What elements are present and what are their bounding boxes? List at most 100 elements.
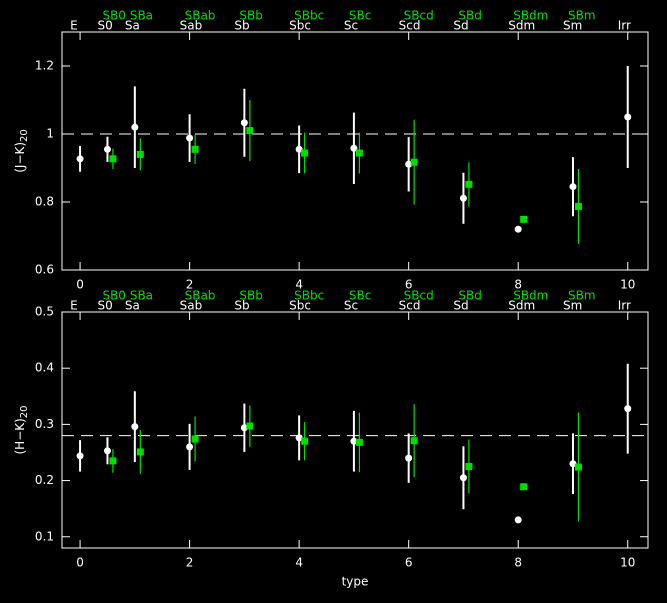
point: [350, 437, 358, 445]
barred-type-label: SB0: [102, 9, 125, 23]
x-tick-label: 2: [186, 556, 194, 570]
y-tick-label: 0.3: [35, 417, 54, 431]
type-label: S0: [97, 299, 112, 313]
type-label: Scd: [399, 299, 421, 313]
barred-type-label: SBbc: [294, 9, 324, 23]
point: [405, 454, 413, 462]
barred-type-label: SBm: [568, 9, 596, 23]
x-tick-label: 8: [514, 556, 522, 570]
type-label: E: [70, 299, 78, 313]
point: [465, 180, 473, 188]
point: [514, 516, 522, 524]
y-tick-label: 1.2: [35, 59, 54, 73]
y-axis-label: (H−K)20: [13, 405, 31, 454]
type-label: Sc: [344, 299, 358, 313]
point: [246, 422, 254, 430]
barred-type-label: SBdm: [513, 289, 548, 303]
type-label: E: [70, 19, 78, 33]
x-tick-label: 0: [76, 556, 84, 570]
x-tick-label: 4: [295, 278, 303, 292]
point: [410, 158, 418, 166]
point: [103, 145, 111, 153]
point: [240, 119, 248, 127]
y-tick-label: 0.2: [35, 473, 54, 487]
type-label: Sm: [563, 19, 582, 33]
point: [624, 113, 632, 121]
barred-type-label: SBd: [458, 9, 481, 23]
type-label: Sd: [453, 19, 468, 33]
point: [514, 225, 522, 233]
type-label: Sb: [234, 19, 249, 33]
x-axis-label: type: [342, 575, 369, 589]
point: [109, 457, 117, 465]
y-axis-label-main: (H−K): [13, 418, 27, 454]
point: [136, 150, 144, 158]
point: [405, 160, 413, 168]
point: [301, 437, 309, 445]
y-axis-label-main: (J−K): [13, 142, 27, 173]
y-axis-label-sub: 20: [19, 405, 30, 418]
x-tick-label: 10: [620, 556, 635, 570]
barred-type-label: SBab: [185, 289, 216, 303]
point: [520, 483, 528, 491]
barred-type-label: SBd: [458, 289, 481, 303]
type-label: Scd: [399, 19, 421, 33]
x-tick-label: 10: [620, 278, 635, 292]
y-tick-label: 0.5: [35, 305, 54, 319]
point: [574, 202, 582, 210]
x-tick-label: 4: [295, 556, 303, 570]
x-tick-label: 6: [405, 556, 413, 570]
point: [295, 145, 303, 153]
y-tick-label: 0.6: [35, 263, 54, 277]
y-tick-label: 0.1: [35, 529, 54, 543]
point: [191, 435, 199, 443]
point: [109, 155, 117, 163]
x-tick-label: 6: [405, 278, 413, 292]
barred-type-label: SBm: [568, 289, 596, 303]
barred-type-label: SBbc: [294, 289, 324, 303]
type-label: Sm: [563, 299, 582, 313]
point: [295, 434, 303, 442]
plot-frame: [61, 311, 649, 549]
type-label: Sb: [234, 299, 249, 313]
point: [355, 149, 363, 157]
point: [76, 452, 84, 460]
point: [624, 405, 632, 413]
barred-type-label: SBcd: [404, 9, 434, 23]
barred-type-label: SBc: [349, 289, 371, 303]
type-label: Sbc: [289, 19, 311, 33]
type-label: S0: [97, 19, 112, 33]
type-label: Sd: [453, 299, 468, 313]
point: [240, 424, 248, 432]
type-label: Irr: [618, 299, 631, 313]
barred-type-label: SB0: [102, 289, 125, 303]
point: [569, 460, 577, 468]
point: [569, 183, 577, 191]
type-label: Sc: [344, 19, 358, 33]
point: [136, 448, 144, 456]
type-label: Sbc: [289, 299, 311, 313]
x-tick-label: 0: [76, 278, 84, 292]
point: [459, 474, 467, 482]
y-axis-label-sub: 20: [19, 129, 30, 142]
type-label: Sa: [125, 19, 140, 33]
point: [76, 155, 84, 163]
type-label: Irr: [618, 19, 631, 33]
point: [520, 215, 528, 223]
point: [465, 463, 473, 471]
plot-frame: [61, 31, 649, 271]
y-tick-label: 0.8: [35, 195, 54, 209]
barred-type-label: SBcd: [404, 289, 434, 303]
point: [574, 463, 582, 471]
y-axis-label: (J−K)20: [13, 129, 31, 173]
point: [246, 127, 254, 135]
point: [131, 423, 139, 431]
point: [350, 144, 358, 152]
x-tick-label: 8: [514, 278, 522, 292]
point: [186, 443, 194, 451]
point: [191, 145, 199, 153]
barred-type-label: SBab: [185, 9, 216, 23]
point: [355, 438, 363, 446]
